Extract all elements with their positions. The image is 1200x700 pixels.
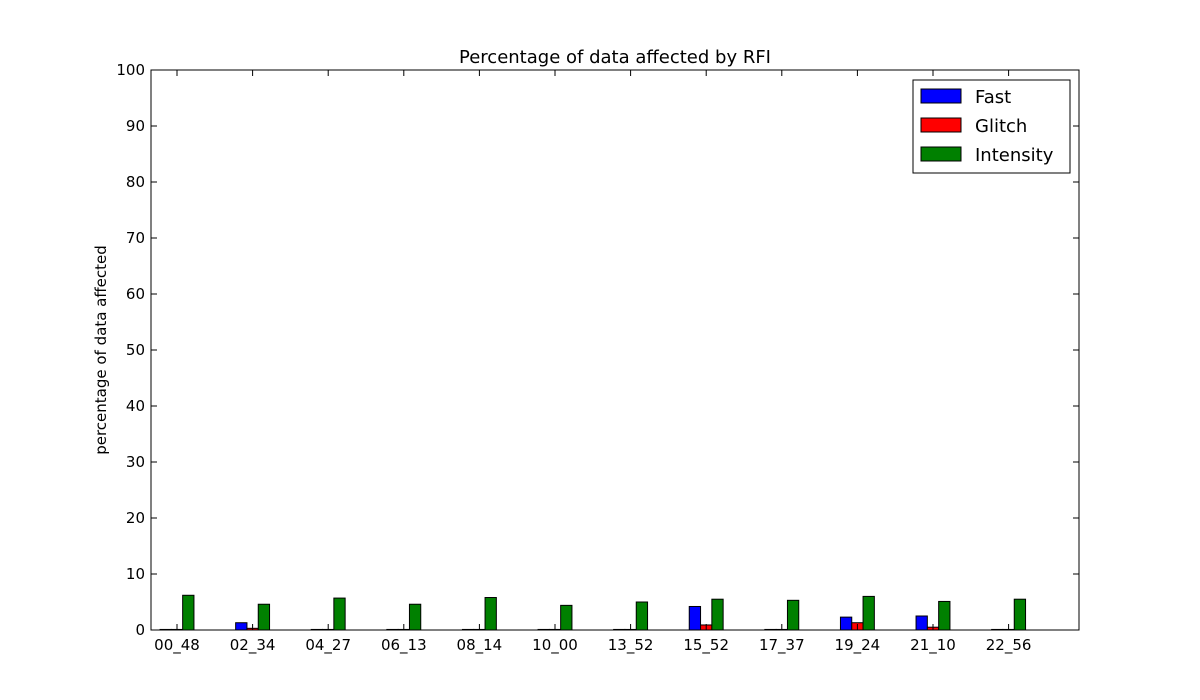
x-tick-label: 10_00 xyxy=(532,636,578,655)
legend-label-fast: Fast xyxy=(975,87,1011,108)
bar-intensity-15_52 xyxy=(711,598,724,631)
y-tick-label: 40 xyxy=(126,397,145,415)
bar-intensity-22_56 xyxy=(1013,598,1027,631)
bar-fast-02_34 xyxy=(235,622,248,631)
x-tick-label: 22_56 xyxy=(986,636,1032,655)
y-tick-label: 100 xyxy=(116,61,145,79)
bar-intensity-17_37 xyxy=(786,599,800,631)
legend-swatch-glitch xyxy=(920,117,962,133)
legend-label-glitch: Glitch xyxy=(975,116,1027,137)
x-tick-label: 04_27 xyxy=(305,636,351,655)
x-tick-label: 08_14 xyxy=(457,636,503,655)
y-tick-label: 90 xyxy=(126,117,145,135)
bar-fast-21_10 xyxy=(915,615,928,631)
legend-label-intensity: Intensity xyxy=(975,145,1054,166)
bar-intensity-00_48 xyxy=(182,594,195,631)
x-tick-label: 17_37 xyxy=(759,636,805,655)
plot-frame xyxy=(150,69,1080,631)
legend-swatch-fast xyxy=(920,88,962,104)
bar-fast-19_24 xyxy=(839,616,853,631)
bar-intensity-10_00 xyxy=(560,604,573,631)
chart-title: Percentage of data affected by RFI xyxy=(459,47,771,68)
y-tick-label: 50 xyxy=(126,341,145,359)
bar-intensity-21_10 xyxy=(938,600,951,631)
y-tick-label: 30 xyxy=(126,453,145,471)
x-tick-label: 00_48 xyxy=(154,636,200,655)
y-tick-label: 70 xyxy=(126,229,145,247)
y-tick-label: 10 xyxy=(126,565,145,583)
y-tick-label: 80 xyxy=(126,173,145,191)
y-tick-label: 0 xyxy=(135,621,145,639)
bar-intensity-06_13 xyxy=(408,603,422,631)
bar-intensity-19_24 xyxy=(862,595,875,631)
x-tick-label: 15_52 xyxy=(683,636,729,655)
bar-intensity-08_14 xyxy=(484,597,497,631)
y-tick-label: 60 xyxy=(126,285,145,303)
x-tick-label: 19_24 xyxy=(835,636,881,655)
plot-area: 0 10 20 30 40 50 60 70 80 90 100 00_48 02_34 04_27 06_… xyxy=(116,61,1080,655)
legend: Fast Glitch Intensity xyxy=(912,79,1071,174)
x-tick-label: 02_34 xyxy=(230,636,276,655)
y-tick-label: 20 xyxy=(126,509,145,527)
x-tick-label: 13_52 xyxy=(608,636,654,655)
x-tick-label: 06_13 xyxy=(381,636,427,655)
bar-intensity-02_34 xyxy=(257,603,271,631)
x-tick-label: 21_10 xyxy=(910,636,956,655)
bar-fast-15_52 xyxy=(688,605,702,631)
legend-swatch-intensity xyxy=(920,146,962,162)
bar-intensity-04_27 xyxy=(333,597,346,631)
bar-intensity-13_52 xyxy=(635,601,649,631)
y-axis-label: percentage of data affected xyxy=(92,245,110,455)
